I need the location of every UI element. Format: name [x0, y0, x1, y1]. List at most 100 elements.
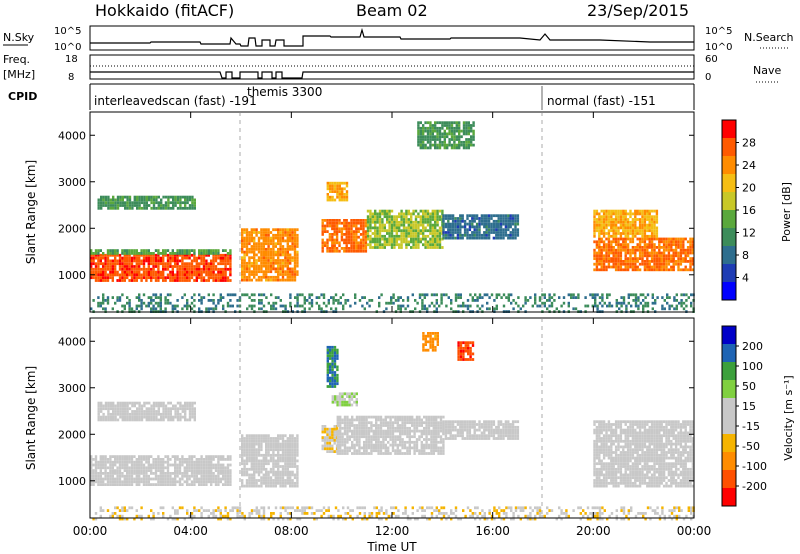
velocity-region — [90, 455, 232, 486]
beam-title: Beam 02 — [356, 1, 428, 20]
power-colorbar-segment — [722, 210, 736, 228]
velocity-region — [422, 332, 439, 352]
power-colorbar-tick: 24 — [742, 159, 756, 172]
velocity-ytick-label: 4000 — [58, 335, 86, 348]
nsky-tick-low: 10^0 — [54, 42, 81, 53]
power-colorbar-segment — [722, 282, 736, 300]
power-colorbar-tick: 4 — [742, 272, 749, 285]
velocity-colorbar-segment — [722, 488, 736, 506]
nsky-tick-high: 10^5 — [54, 26, 81, 37]
velocity-region — [321, 425, 339, 453]
power-colorbar-label: Power [dB] — [780, 182, 793, 242]
velocity-region — [97, 401, 196, 422]
time-xtick-label: 16:00 — [475, 524, 510, 538]
power-colorbar-segment — [722, 192, 736, 210]
power-colorbar-tick: 20 — [742, 182, 756, 195]
nsearch-tick-low: 10^0 — [705, 42, 732, 53]
time-xtick-label: 20:00 — [576, 524, 611, 538]
velocity-ytick-label: 1000 — [58, 475, 86, 488]
cpid-label: CPID — [8, 90, 37, 103]
velocity-region — [442, 420, 520, 440]
nsearch-tick-high: 10^5 — [705, 26, 732, 37]
velocity-y-axis: 1000 2000 3000 4000 — [58, 335, 694, 488]
power-ytick-label: 2000 — [58, 222, 86, 235]
velocity-colorbar-segment — [722, 416, 736, 434]
time-xtick-label: 00:00 — [677, 524, 712, 538]
velocity-colorbar-segment — [722, 344, 736, 362]
velocity-region — [457, 341, 475, 361]
velocity-region — [92, 506, 695, 521]
power-region — [417, 121, 475, 150]
nave-label: Nave — [753, 64, 781, 77]
velocity-colorbar-segment — [722, 398, 736, 416]
velocity-colorbar-segment — [722, 362, 736, 380]
freq-trace — [90, 71, 694, 79]
freq-tick-low: 8 — [68, 72, 74, 83]
velocity-ytick-label: 3000 — [58, 382, 86, 395]
nsky-label: N.Sky — [3, 31, 35, 44]
power-cells — [90, 121, 695, 313]
power-region — [90, 249, 232, 255]
velocity-colorbar-tick: -50 — [742, 440, 760, 453]
freq-panel: Freq. [MHz] 18 8 60 0 Nave — [3, 53, 781, 83]
velocity-ylabel: Slant Range [km] — [24, 366, 38, 470]
date-title: 23/Sep/2015 — [587, 1, 689, 20]
velocity-colorbar-label: Velocity [m s⁻¹] — [782, 375, 795, 460]
power-ytick-label: 3000 — [58, 176, 86, 189]
power-colorbar-tick: 12 — [742, 227, 756, 240]
freq-unit: [MHz] — [3, 68, 35, 81]
power-region — [97, 195, 196, 210]
power-colorbar-segment — [722, 264, 736, 282]
freq-tick-high: 18 — [65, 54, 78, 65]
power-region — [366, 209, 444, 249]
velocity-colorbar-tick: 200 — [742, 340, 763, 353]
velocity-cells — [90, 332, 695, 521]
velocity-region — [336, 415, 445, 455]
velocity-colorbar-tick: 100 — [742, 360, 763, 373]
cpid-entry-interleaved: interleavedscan (fast) -191 — [94, 94, 257, 108]
power-colorbar-segment — [722, 174, 736, 192]
time-xtick-label: 12:00 — [375, 524, 410, 538]
power-colorbar-tick: 28 — [742, 137, 756, 150]
power-region — [90, 293, 695, 313]
power-colorbar-segment — [722, 138, 736, 156]
velocity-colorbar-tick: 15 — [742, 400, 756, 413]
power-region — [241, 228, 299, 282]
time-xtick-label: 04:00 — [173, 524, 208, 538]
cpid-entry-themis: themis 3300 — [247, 85, 322, 99]
power-ytick-label: 1000 — [58, 269, 86, 282]
velocity-region — [326, 345, 339, 388]
velocity-panel: 1000 2000 3000 4000 Slant Range [km] 200 100… — [24, 317, 795, 521]
freq-label: Freq. — [3, 53, 30, 66]
cpid-panel: CPID interleavedscan (fast) -191 themis … — [8, 83, 695, 110]
velocity-colorbar-tick: -100 — [742, 460, 767, 473]
power-colorbar-segment — [722, 120, 736, 138]
velocity-region — [331, 392, 358, 407]
power-ylabel: Slant Range [km] — [24, 160, 38, 264]
velocity-colorbar-segment — [722, 380, 736, 398]
velocity-ytick-label: 2000 — [58, 428, 86, 441]
station-title: Hokkaido (fitACF) — [95, 1, 234, 20]
power-colorbar-segment — [722, 246, 736, 264]
velocity-colorbar-segment — [722, 434, 736, 452]
nave-tick-high: 60 — [705, 54, 718, 65]
time-xtick-label: 08:00 — [274, 524, 309, 538]
velocity-region — [241, 434, 299, 488]
power-ytick-label: 4000 — [58, 129, 86, 142]
nave-tick-low: 0 — [705, 72, 711, 83]
velocity-colorbar-tick: -200 — [742, 480, 767, 493]
time-xtick-label: 00:00 — [73, 524, 108, 538]
power-y-axis: 1000 2000 3000 4000 — [58, 129, 694, 282]
power-colorbar-tick: 16 — [742, 204, 756, 217]
power-region — [321, 219, 368, 253]
velocity-colorbar: 200 100 50 15 -15 -50 -100 -200 — [721, 325, 767, 507]
velocity-colorbar-segment — [722, 452, 736, 470]
velocity-colorbar-tick: 50 — [742, 380, 756, 393]
power-panel: 1000 2000 3000 4000 Slant Range [km] 4 8 12 16… — [24, 111, 793, 313]
nsearch-label: N.Search — [744, 31, 794, 44]
power-region — [593, 237, 695, 272]
time-x-axis: 00:00 04:00 08:00 12:00 16:00 20:00 00:00 — [73, 112, 712, 538]
power-region — [90, 253, 232, 282]
power-colorbar-segment — [722, 156, 736, 174]
